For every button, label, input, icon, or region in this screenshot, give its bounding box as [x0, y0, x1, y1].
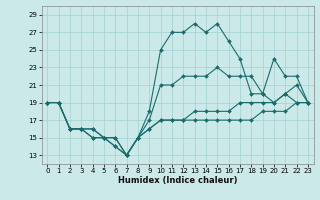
X-axis label: Humidex (Indice chaleur): Humidex (Indice chaleur): [118, 176, 237, 185]
